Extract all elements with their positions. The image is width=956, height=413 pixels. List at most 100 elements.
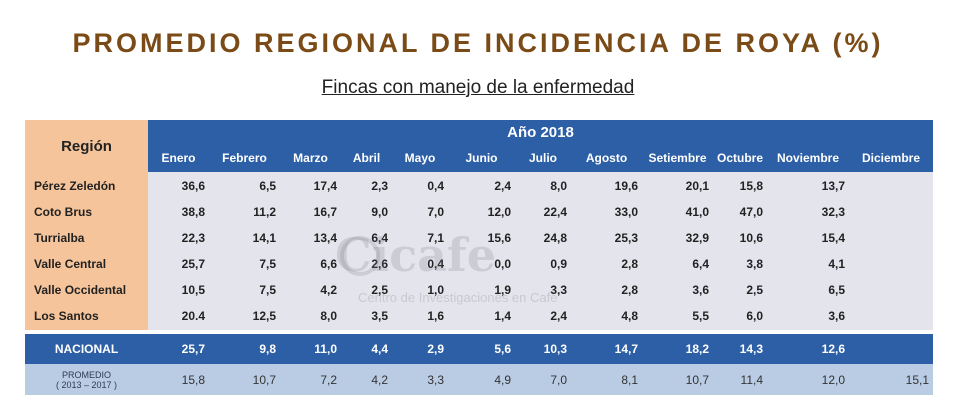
promedio-label: PROMEDIO( 2013 – 2017 )	[25, 364, 148, 395]
value-cell: 25,3	[614, 231, 638, 245]
value-cell: 4,2	[320, 283, 337, 297]
promedio-row: PROMEDIO( 2013 – 2017 ) 15,8 10,7 7,2 4,2 3,3…	[25, 364, 933, 395]
value-cell: 8,0	[320, 309, 337, 323]
month-header: Enero	[161, 151, 196, 165]
value-cell: 20,1	[685, 179, 709, 193]
value-cell: 16,7	[313, 205, 337, 219]
nacional-cell: 25,7	[181, 342, 205, 356]
promedio-cell: 4,9	[494, 372, 511, 387]
value-cell: 7,1	[427, 231, 444, 245]
value-cell: 1,6	[427, 309, 444, 323]
value-cell: 13,4	[313, 231, 337, 245]
value-cell: 15,8	[739, 179, 763, 193]
promedio-cell: 7,2	[320, 372, 337, 387]
month-header: Agosto	[585, 151, 628, 165]
value-cell: 2,6	[371, 257, 388, 271]
table-row: Turrialba 22,3 14,1 13,4 6,4 7,1 15,6 24,8 25,3 3…	[25, 225, 933, 251]
page-subtitle: Fincas con manejo de la enfermedad	[321, 77, 635, 98]
value-cell: 3,6	[828, 309, 845, 323]
value-cell: 3,6	[692, 283, 709, 297]
month-header: Junio	[465, 151, 498, 165]
value-cell: 11,2	[253, 205, 276, 219]
value-cell: 1,4	[494, 309, 511, 323]
value-cell: 20.4	[181, 309, 205, 323]
value-cell: 7,5	[259, 283, 276, 297]
promedio-cell: 15,1	[905, 372, 929, 387]
value-cell: 7,0	[427, 205, 444, 219]
table-row: Coto Brus 38,8 11,2 16,7 9,0 7,0 12,0 22,4 33,0 4…	[25, 199, 933, 225]
value-cell: 1,0	[427, 283, 444, 297]
nacional-row: NACIONAL 25,7 9,8 11,0 4,4 2,9 5,6 10,3 14,7 18,2…	[25, 334, 933, 364]
nacional-cell: 12,6	[821, 342, 845, 356]
value-cell: 4,8	[621, 309, 638, 323]
value-cell: 36,6	[181, 179, 205, 193]
value-cell: 32,9	[685, 231, 709, 245]
nacional-cell: 14,7	[614, 342, 638, 356]
value-cell: 1,9	[494, 283, 511, 297]
value-cell: 2,5	[746, 283, 763, 297]
value-cell: 15,6	[487, 231, 511, 245]
value-cell: 5,5	[692, 309, 709, 323]
month-header: Febrero	[222, 151, 267, 165]
table-body-bg	[148, 172, 933, 330]
month-header-row: Enero Febrero Marzo Abril Mayo Junio Julio Agos…	[148, 144, 933, 172]
value-cell: 2,8	[621, 257, 638, 271]
value-cell: 14,1	[252, 231, 276, 245]
value-cell: 2,4	[550, 309, 567, 323]
nacional-cell: 9,8	[259, 342, 276, 356]
promedio-cell: 12,0	[821, 372, 845, 387]
month-header: Abril	[352, 151, 381, 165]
value-cell: 2,3	[371, 179, 388, 193]
value-cell: 15,4	[821, 231, 845, 245]
value-cell: 6,5	[259, 179, 276, 193]
month-header: Diciembre	[861, 151, 921, 165]
value-cell: 7,5	[259, 257, 276, 271]
nacional-cell: 18,2	[685, 342, 709, 356]
region-name: Turrialba	[34, 231, 85, 245]
promedio-cell: 10,7	[252, 372, 276, 387]
value-cell: 6,0	[746, 309, 763, 323]
value-cell: 0,4	[427, 257, 444, 271]
nacional-cell: 10,3	[543, 342, 567, 356]
nacional-cell	[849, 334, 933, 364]
month-header: Octubre	[716, 151, 763, 165]
month-header: Marzo	[293, 151, 328, 165]
promedio-title: PROMEDIO	[61, 369, 111, 380]
month-header: Noviembre	[776, 151, 840, 165]
value-cell: 24,8	[543, 231, 567, 245]
value-cell: 13,7	[821, 179, 845, 193]
value-cell: 9,0	[371, 205, 388, 219]
value-cell: 22,4	[543, 205, 567, 219]
promedio-cell: 8,1	[621, 372, 638, 387]
value-cell	[849, 173, 933, 199]
value-cell: 12,0	[487, 205, 511, 219]
promedio-cell: 7,0	[550, 372, 567, 387]
region-name: Valle Occidental	[34, 283, 127, 297]
promedio-cell: 11,4	[740, 372, 763, 387]
promedio-period: ( 2013 – 2017 )	[55, 379, 118, 390]
incidence-table: Región Año 2018 Enero Febrero Marzo Abril Ma…	[25, 120, 933, 395]
value-cell: 38,8	[181, 205, 205, 219]
table-row: Los Santos 20.4 12,5 8,0 3,5 1,6 1,4 2,4 4,8 5,5 6…	[25, 303, 933, 329]
promedio-cell: 3,3	[427, 372, 444, 387]
value-cell	[849, 277, 933, 303]
value-cell: 2,8	[621, 283, 638, 297]
table-row: Valle Central 25,7 7,5 6,6 2,6 0,4 0,0 0,9 2,8 6,…	[25, 251, 933, 277]
nacional-cell: 11,0	[314, 342, 337, 356]
value-cell: 10,5	[181, 283, 205, 297]
promedio-cell: 10,7	[685, 372, 709, 387]
value-cell: 0,9	[550, 257, 567, 271]
value-cell	[849, 199, 933, 225]
month-header: Mayo	[404, 151, 436, 165]
region-name: Coto Brus	[34, 205, 92, 219]
value-cell: 3,5	[371, 309, 388, 323]
value-cell: 3,3	[550, 283, 567, 297]
value-cell: 2,5	[371, 283, 388, 297]
table-row: Pérez Zeledón 36,6 6,5 17,4 2,3 0,4 2,4 8,0 19,6…	[25, 173, 933, 199]
region-name: Pérez Zeledón	[34, 179, 116, 193]
value-cell: 19,6	[614, 179, 638, 193]
value-cell: 8,0	[550, 179, 567, 193]
region-column-bg	[25, 172, 148, 330]
nacional-cell: 5,6	[494, 342, 511, 356]
value-cell: 6,4	[692, 257, 709, 271]
